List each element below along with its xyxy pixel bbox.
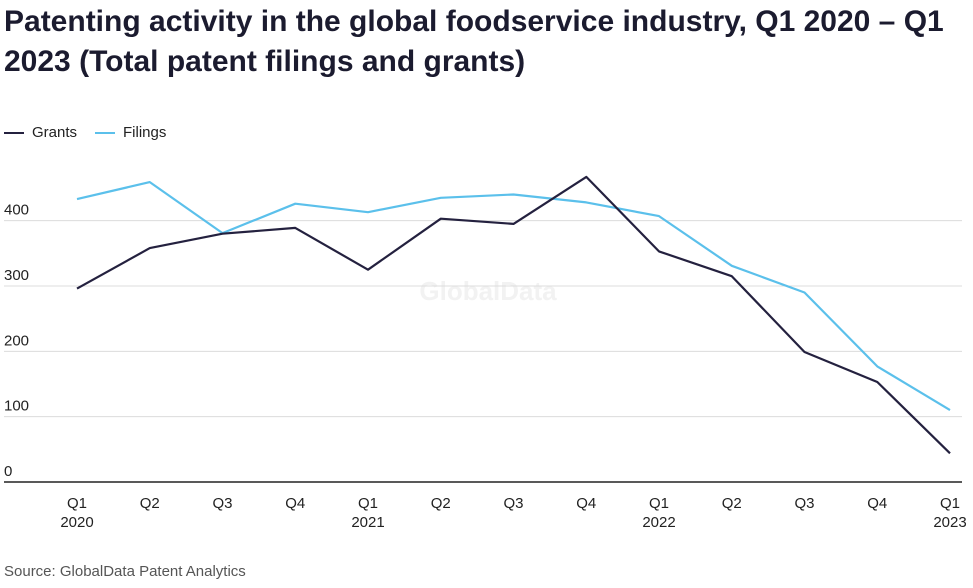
legend-item-filings: Filings (95, 124, 166, 141)
line-chart: GlobalData 0 100 200 300 400 Q1 2020 Q2 Q3 Q4 Q1 2… (4, 175, 967, 531)
y-tick-label: 200 (4, 332, 29, 349)
x-axis-ticks: Q1 2020 Q2 Q3 Q4 Q1 2021 Q2 Q3 Q4 Q1 2022 Q2 Q3 Q4 Q1 20… (60, 495, 966, 531)
x-tick-label: Q1 (649, 495, 669, 512)
x-tick-year-label: 2022 (642, 514, 675, 531)
x-tick-label: Q1 (940, 495, 960, 512)
gridlines (4, 220, 962, 483)
source-note: Source: GlobalData Patent Analytics (4, 563, 246, 580)
x-tick-label: Q1 (67, 495, 87, 512)
watermark: GlobalData (419, 276, 557, 306)
legend-item-grants: Grants (4, 124, 77, 141)
y-axis-ticks: 0 100 200 300 400 (4, 202, 29, 480)
y-tick-label: 100 (4, 398, 29, 415)
y-tick-label: 400 (4, 202, 29, 219)
y-tick-label: 0 (4, 463, 12, 480)
legend-swatch-grants (4, 131, 24, 134)
x-tick-label: Q1 (358, 495, 378, 512)
legend-label-grants: Grants (32, 124, 78, 141)
x-tick-label: Q3 (503, 495, 523, 512)
x-tick-year-label: 2023 (933, 514, 966, 531)
series-lines (76, 175, 951, 455)
x-tick-label: Q2 (722, 495, 742, 512)
x-tick-label: Q4 (867, 495, 887, 512)
legend-swatch-filings (95, 131, 116, 134)
x-tick-label: Q3 (212, 495, 232, 512)
x-tick-label: Q3 (794, 495, 814, 512)
x-tick-label: Q2 (140, 495, 160, 512)
x-tick-year-label: 2021 (351, 514, 384, 531)
legend: Grants Filings (4, 124, 166, 141)
legend-label-filings: Filings (123, 124, 167, 141)
x-tick-label: Q4 (576, 495, 596, 512)
y-tick-label: 300 (4, 267, 29, 284)
series-line-grants (76, 175, 951, 455)
chart-title: Patenting activity in the global foodser… (4, 5, 944, 78)
x-tick-label: Q4 (285, 495, 305, 512)
x-tick-year-label: 2020 (60, 514, 93, 531)
x-tick-label: Q2 (431, 495, 451, 512)
